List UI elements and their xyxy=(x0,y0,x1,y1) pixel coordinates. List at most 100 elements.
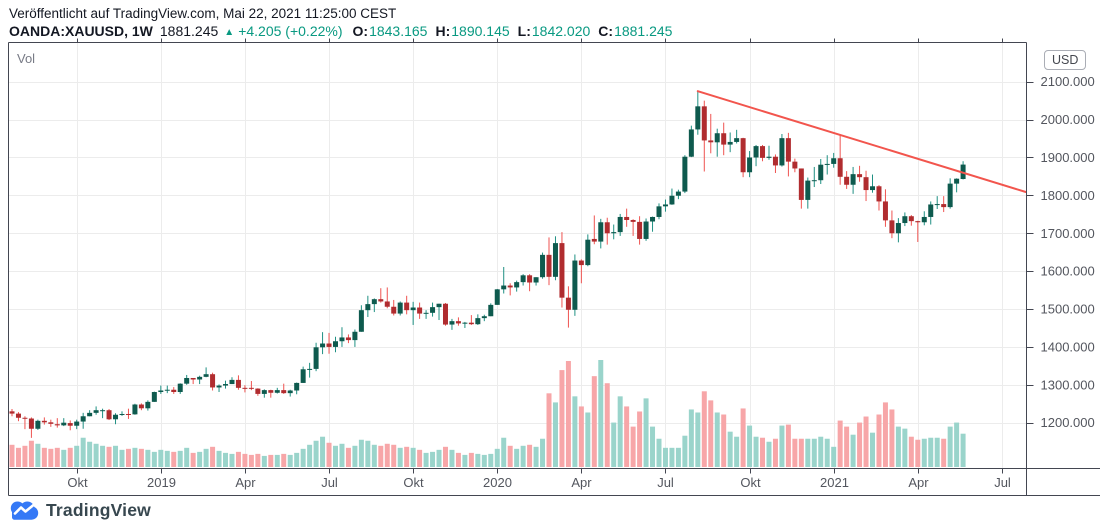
price-axis-label[interactable]: 1700.000 xyxy=(1041,226,1095,241)
candle-down xyxy=(857,174,863,178)
volume-bar xyxy=(462,454,468,467)
candle-down xyxy=(404,302,410,311)
candle-down xyxy=(326,343,332,347)
candle-up xyxy=(93,410,99,413)
candle-up xyxy=(501,285,507,290)
low-label: L: xyxy=(517,23,531,39)
candle-down xyxy=(604,222,610,234)
candle-up xyxy=(203,374,209,377)
volume-bar xyxy=(145,449,151,467)
open-label: O: xyxy=(352,23,369,39)
volume-bar xyxy=(533,446,539,467)
time-axis-label[interactable]: 2019 xyxy=(147,475,176,490)
candle-down xyxy=(565,297,571,310)
candle-down xyxy=(268,390,274,393)
time-axis-label[interactable]: Apr xyxy=(908,475,929,490)
candle-down xyxy=(54,424,60,426)
candle-down xyxy=(863,177,869,191)
price-axis-label[interactable]: 1600.000 xyxy=(1041,264,1095,279)
candle-up xyxy=(747,157,753,173)
candle-down xyxy=(138,404,144,409)
candle-up xyxy=(928,204,934,217)
volume-bar xyxy=(371,444,377,467)
time-axis-label[interactable]: Jul xyxy=(994,475,1011,490)
volume-bar xyxy=(100,445,106,467)
volume-bar xyxy=(468,452,474,467)
candle-up xyxy=(902,216,908,224)
price-axis-label[interactable]: 1300.000 xyxy=(1041,377,1095,392)
candle-up xyxy=(688,129,694,157)
volume-bar xyxy=(611,422,617,467)
candle-up xyxy=(831,158,837,164)
volume-bar xyxy=(902,428,908,467)
time-axis-label[interactable]: Okt xyxy=(740,475,761,490)
volume-bar xyxy=(113,445,119,467)
candle-down xyxy=(591,238,597,242)
candle-down xyxy=(578,260,584,266)
volume-bar xyxy=(624,406,630,467)
time-axis-label[interactable]: Okt xyxy=(67,475,88,490)
price-axis-label[interactable]: 1900.000 xyxy=(1041,150,1095,165)
candle-down xyxy=(889,220,895,234)
volume-bar xyxy=(210,446,216,467)
candle-up xyxy=(656,206,662,217)
volume-bar xyxy=(410,447,416,467)
volume-bar xyxy=(695,412,701,467)
volume-bar xyxy=(67,447,73,467)
volume-bar xyxy=(708,400,714,467)
high-label: H: xyxy=(435,23,451,39)
candle-up xyxy=(449,321,455,325)
candle-up xyxy=(572,260,578,310)
candle-down xyxy=(106,410,112,420)
candle-up xyxy=(223,384,229,386)
candle-down xyxy=(171,389,177,393)
candle-up xyxy=(643,221,649,239)
volume-bar xyxy=(682,435,688,467)
volume-bar xyxy=(818,436,824,467)
volume-bar xyxy=(449,449,455,467)
volume-bar xyxy=(184,447,190,467)
volume-bar xyxy=(591,376,597,467)
candle-down xyxy=(798,168,804,200)
price-axis-label[interactable]: 1800.000 xyxy=(1041,188,1095,203)
candle-up xyxy=(552,243,558,277)
time-axis-label[interactable]: 2020 xyxy=(483,475,512,490)
volume-bar xyxy=(358,439,364,467)
low-value: 1842.020 xyxy=(531,23,591,39)
descending-trendline[interactable] xyxy=(696,90,1027,193)
volume-bar xyxy=(216,450,222,467)
volume-bar xyxy=(352,445,358,467)
candle-up xyxy=(585,239,591,266)
price-axis-label[interactable]: 2000.000 xyxy=(1041,112,1095,127)
volume-bar xyxy=(740,408,746,467)
time-axis-label[interactable]: Jul xyxy=(321,475,338,490)
volume-bar xyxy=(294,452,300,467)
volume-bar xyxy=(915,439,921,467)
time-axis-label[interactable]: Okt xyxy=(403,475,424,490)
time-axis-label[interactable]: Jul xyxy=(657,475,674,490)
price-axis-label[interactable]: 1500.000 xyxy=(1041,302,1095,317)
candle-down xyxy=(546,254,552,277)
candle-up xyxy=(229,379,235,385)
volume-bar xyxy=(365,440,371,467)
time-axis-label[interactable]: Apr xyxy=(235,475,256,490)
volume-bar xyxy=(28,440,34,467)
volume-bar xyxy=(954,422,960,467)
candle-up xyxy=(80,416,86,422)
time-axis-label[interactable]: 2021 xyxy=(820,475,849,490)
volume-bar xyxy=(753,436,759,467)
volume-bar xyxy=(585,412,591,467)
price-axis-label[interactable]: 1400.000 xyxy=(1041,339,1095,354)
time-axis-label[interactable]: Apr xyxy=(571,475,592,490)
candle-up xyxy=(753,146,759,158)
candle-up xyxy=(177,383,183,393)
volume-bar xyxy=(540,438,546,467)
volume-bar xyxy=(151,451,157,467)
price-axis-label[interactable]: 1200.000 xyxy=(1041,415,1095,430)
tradingview-logo[interactable]: TradingView xyxy=(10,500,151,521)
candle-up xyxy=(320,343,326,348)
volume-bar xyxy=(850,434,856,467)
price-axis-label[interactable]: 2100.000 xyxy=(1041,74,1095,89)
candle-down xyxy=(882,201,888,221)
